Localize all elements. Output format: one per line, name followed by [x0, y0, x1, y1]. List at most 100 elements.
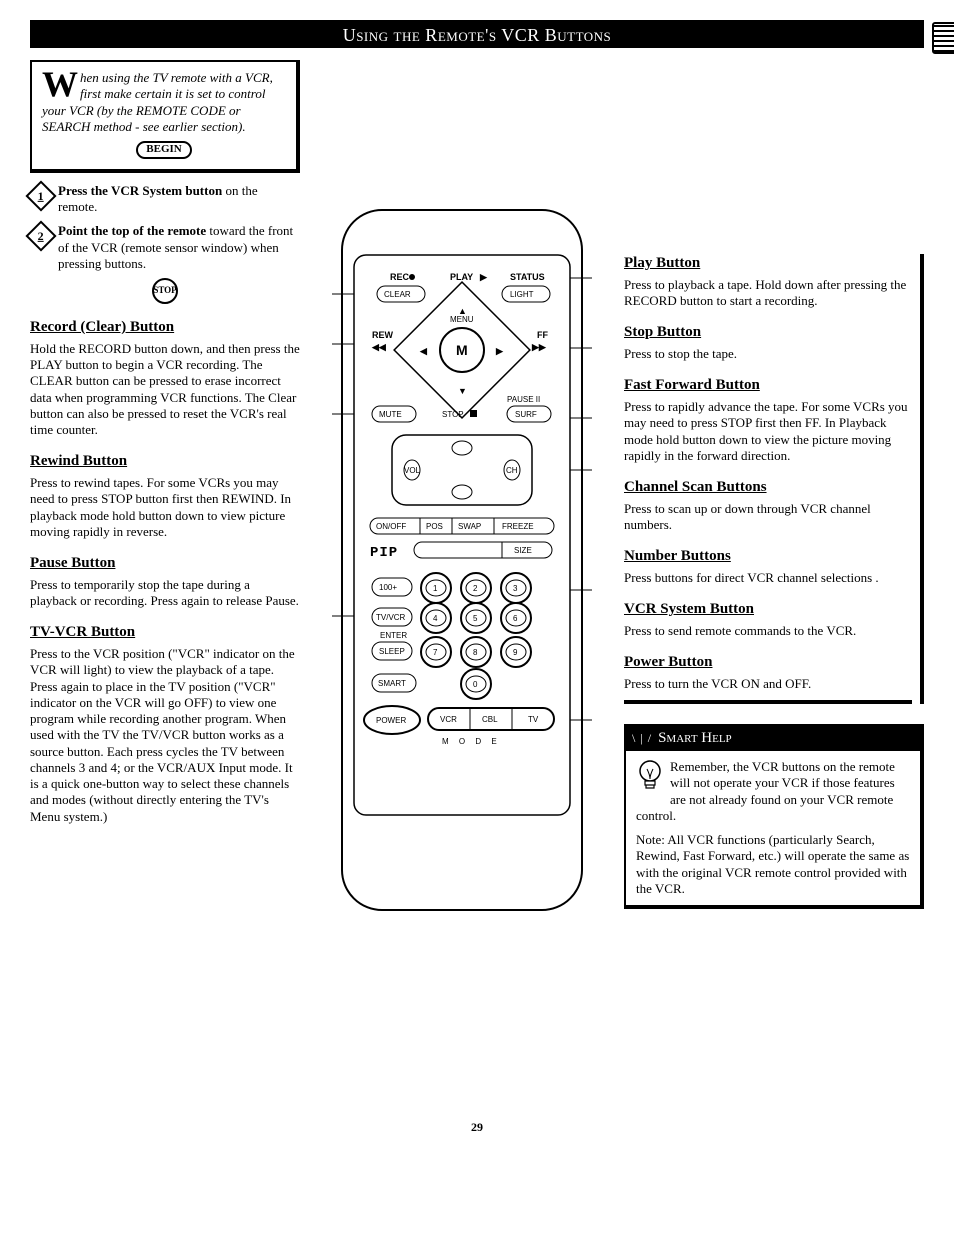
sec-pause-body: Press to temporarily stop the tape durin… [30, 577, 300, 610]
sec-record-body: Hold the RECORD button down, and then pr… [30, 341, 300, 439]
svg-text:▶: ▶ [479, 272, 488, 282]
svg-text:SMART: SMART [378, 679, 406, 688]
svg-text:1: 1 [433, 584, 438, 593]
sec-tvvcr: TV-VCR Button Press to the VCR position … [30, 623, 300, 825]
svg-text:▶▶: ▶▶ [531, 342, 547, 352]
svg-text:VCR: VCR [440, 715, 457, 724]
smart-help-p1: Remember, the VCR buttons on the remote … [636, 759, 910, 824]
sec-play: Play Button Press to playback a tape. Ho… [624, 254, 924, 704]
svg-text:PIP: PIP [370, 545, 398, 561]
sec-stop-heading: Stop Button [624, 323, 912, 342]
intro-box: W hen using the TV remote with a VCR, fi… [30, 60, 300, 173]
svg-text:0: 0 [473, 680, 478, 689]
svg-text:TV/VCR: TV/VCR [376, 613, 406, 622]
svg-text:PLAY: PLAY [450, 272, 473, 282]
svg-text:PAUSE II: PAUSE II [507, 395, 540, 404]
sec-rewind-heading: Rewind Button [30, 452, 300, 471]
svg-text:CBL: CBL [482, 715, 498, 724]
ornament-icon [932, 22, 954, 54]
svg-text:SIZE: SIZE [514, 546, 532, 555]
stop-badge: STOP [30, 278, 300, 304]
svg-text:100+: 100+ [379, 583, 397, 592]
step-1-text: Press the VCR System button on the remot… [58, 183, 300, 216]
step-2-text: Point the top of the remote toward the f… [58, 223, 300, 272]
svg-text:8: 8 [473, 648, 478, 657]
sec-vcrsys-heading: VCR System Button [624, 600, 912, 619]
svg-text:MUTE: MUTE [379, 410, 402, 419]
page-title: Using the Remote's VCR Buttons [343, 24, 612, 47]
svg-text:ENTER: ENTER [380, 631, 407, 640]
svg-text:5: 5 [473, 614, 478, 623]
svg-text:3: 3 [513, 584, 518, 593]
svg-text:REC: REC [390, 272, 410, 282]
svg-text:SLEEP: SLEEP [379, 647, 405, 656]
begin-pill: BEGIN [136, 141, 191, 159]
svg-text:▶: ▶ [495, 346, 504, 356]
sparks-icon: \ | / [632, 731, 652, 746]
sec-number-body: Press buttons for direct VCR channel sel… [624, 570, 912, 586]
svg-text:CH: CH [506, 466, 518, 475]
stop-icon: STOP [152, 278, 178, 304]
sec-ff-body: Press to rapidly advance the tape. For s… [624, 399, 912, 464]
svg-text:CLEAR: CLEAR [384, 290, 411, 299]
step-1-diamond-icon: 1 [25, 180, 56, 211]
sec-ff-heading: Fast Forward Button [624, 376, 912, 395]
sec-rewind: Rewind Button Press to rewind tapes. For… [30, 452, 300, 540]
sec-number-heading: Number Buttons [624, 547, 912, 566]
right-column: Play Button Press to playback a tape. Ho… [624, 60, 924, 1100]
svg-text:M: M [456, 342, 468, 358]
svg-text:VOL: VOL [404, 466, 421, 475]
dropcap: W [42, 70, 80, 98]
svg-text:MENU: MENU [450, 315, 474, 324]
main-columns: W hen using the TV remote with a VCR, fi… [30, 60, 924, 1100]
page-number: 29 [30, 1120, 924, 1135]
svg-text:POWER: POWER [376, 716, 406, 725]
left-column: W hen using the TV remote with a VCR, fi… [30, 60, 300, 1100]
svg-text:◀: ◀ [419, 346, 428, 356]
sec-play-body: Press to playback a tape. Hold down afte… [624, 277, 912, 310]
sec-record: Record (Clear) Button Hold the RECORD bu… [30, 318, 300, 438]
middle-column: REC PLAY ▶ STATUS CLEAR LIGHT M MENU ▲ ▼ [310, 60, 614, 1100]
sec-power-heading: Power Button [624, 653, 912, 672]
svg-text:FREEZE: FREEZE [502, 522, 534, 531]
svg-text:M O D E: M O D E [442, 737, 501, 746]
svg-text:STATUS: STATUS [510, 272, 545, 282]
svg-text:▲: ▲ [458, 306, 467, 316]
svg-text:SWAP: SWAP [458, 522, 481, 531]
smart-help-p2: Note: All VCR functions (particularly Se… [636, 832, 910, 897]
svg-text:6: 6 [513, 614, 518, 623]
svg-text:◀◀: ◀◀ [371, 342, 387, 352]
svg-text:REW: REW [372, 330, 394, 340]
sec-play-heading: Play Button [624, 254, 912, 273]
step-2-diamond-icon: 2 [25, 221, 56, 252]
svg-text:SURF: SURF [515, 410, 537, 419]
sec-record-heading: Record (Clear) Button [30, 318, 300, 337]
sec-power-body: Press to turn the VCR ON and OFF. [624, 676, 912, 692]
page-title-bar: Using the Remote's VCR Buttons [30, 20, 924, 48]
sec-stop-body: Press to stop the tape. [624, 346, 912, 362]
remote-diagram: REC PLAY ▶ STATUS CLEAR LIGHT M MENU ▲ ▼ [332, 200, 592, 920]
svg-text:4: 4 [433, 614, 438, 623]
sec-chscan-heading: Channel Scan Buttons [624, 478, 912, 497]
svg-text:LIGHT: LIGHT [510, 290, 534, 299]
step-1: 1 Press the VCR System button on the rem… [30, 183, 300, 216]
svg-text:7: 7 [433, 648, 438, 657]
svg-text:STOP: STOP [442, 410, 464, 419]
svg-text:POS: POS [426, 522, 443, 531]
smart-help-title: Smart Help [658, 729, 732, 748]
sec-pause: Pause Button Press to temporarily stop t… [30, 554, 300, 609]
sec-rewind-body: Press to rewind tapes. For some VCRs you… [30, 475, 300, 540]
svg-text:ON/OFF: ON/OFF [376, 522, 406, 531]
svg-text:FF: FF [537, 330, 548, 340]
smart-help-header: \ | / Smart Help [626, 726, 920, 751]
step-2: 2 Point the top of the remote toward the… [30, 223, 300, 272]
sec-chscan-body: Press to scan up or down through VCR cha… [624, 501, 912, 534]
sec-vcrsys-body: Press to send remote commands to the VCR… [624, 623, 912, 639]
svg-text:TV: TV [528, 715, 539, 724]
sec-tvvcr-heading: TV-VCR Button [30, 623, 300, 642]
svg-text:9: 9 [513, 648, 518, 657]
smart-help-box: \ | / Smart Help Remember, the VCR butto… [624, 724, 924, 909]
svg-text:2: 2 [473, 584, 478, 593]
sec-tvvcr-body: Press to the VCR position ("VCR" indicat… [30, 646, 300, 825]
svg-text:▼: ▼ [458, 386, 467, 396]
